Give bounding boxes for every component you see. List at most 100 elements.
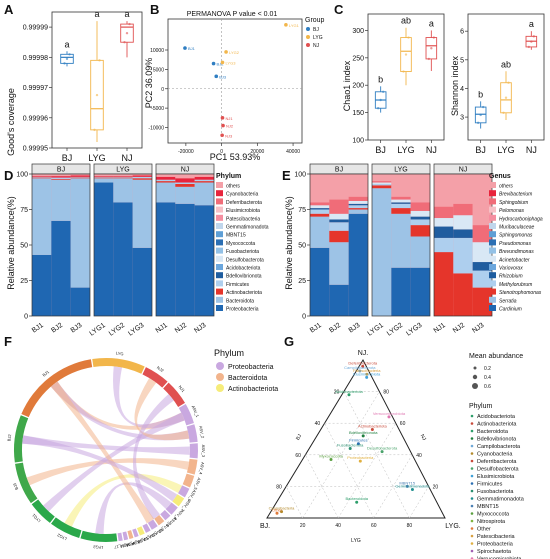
chord-sector-arc <box>80 530 118 542</box>
phylum-legend-swatch <box>470 497 474 500</box>
phylum-legend-label: Campilobacterota <box>477 444 521 450</box>
ternary-point <box>329 458 333 462</box>
facet-strip-label: NJ <box>181 167 190 174</box>
legend-label: Rhizobium <box>499 274 523 280</box>
ternary-point <box>348 446 352 450</box>
ytick-label: 250 <box>352 55 364 62</box>
ternary-gridline <box>337 423 397 519</box>
legend-label: Stenotrophomonas <box>499 290 542 296</box>
box-significance-letter: a <box>64 39 69 49</box>
box-jitter-point <box>430 47 433 50</box>
panel-c: C Chao1 index 100150200250300bBJabLYGaNJ… <box>334 2 545 155</box>
xtick-label: LYG1 <box>367 322 385 338</box>
panel-e-legend: others Brevibacterium Sphingobium Pelomonas… <box>489 182 543 313</box>
pcoa-point <box>220 116 225 120</box>
bar-segment <box>175 182 195 184</box>
legend-swatch <box>216 214 223 221</box>
ternary-point <box>358 459 362 463</box>
phylum-legend-swatch <box>470 489 474 493</box>
phylum-legend-swatch <box>470 429 474 433</box>
bar-segment <box>434 226 454 238</box>
legend-swatch <box>216 247 223 254</box>
legend-label: Bacteroidota <box>226 298 254 304</box>
legend-swatch <box>489 190 496 197</box>
ternary-point-label: Myxococcota <box>319 454 343 459</box>
panel-e-chart: 0 25 50 75 100 BJ BJ1 BJ2 BJ3 LYG LYG1 LYG2 LYG3 NJ NJ… <box>294 163 493 338</box>
legend-swatch <box>216 182 223 188</box>
bar-segment <box>70 176 90 178</box>
bar-segment <box>329 284 349 316</box>
ternary-point <box>387 415 391 419</box>
legend-label: Pelomonas <box>499 208 525 214</box>
legend-swatch <box>216 272 223 279</box>
legend-swatch <box>216 288 223 295</box>
panel-e-letter: E <box>282 168 291 183</box>
pcoa-point-label: NJ2 <box>226 124 234 129</box>
ytick-label: 4 <box>460 86 464 93</box>
box-jitter-point <box>402 70 405 73</box>
ytick-label: 0.99997 <box>23 85 48 92</box>
phylum-legend-swatch <box>470 549 474 553</box>
panel-b-ylabel: PC2 36.09% <box>144 58 154 109</box>
pcoa-point-label: BJ1 <box>188 46 196 51</box>
ternary-point <box>275 511 279 515</box>
panel-g: G 20 20 20 40 40 40 60 60 60 80 80 80 NJ. BJ. LYG. LYG B… <box>260 334 525 559</box>
bar-segment <box>453 174 473 204</box>
chord-sector-arc <box>163 382 186 407</box>
legend-label: Sphingomonas <box>499 233 533 239</box>
ternary-point <box>365 375 369 379</box>
legend-label: Hydrocarboniphaga <box>499 216 543 222</box>
xtick-label: LYG <box>497 145 514 155</box>
ytick-label: 5000 <box>153 67 164 73</box>
bar-segment <box>453 229 473 238</box>
panel-g-size-legend: 0.2 0.4 0.6 <box>472 366 491 390</box>
xtick-label: LYG1 <box>89 322 107 338</box>
ternary-point-label: Firmicutes <box>349 438 367 443</box>
legend-swatch <box>216 198 223 205</box>
chord-sector-label: ASV_14 <box>130 537 146 547</box>
phylum-legend-swatch <box>470 422 474 425</box>
bar-segment <box>94 177 114 179</box>
pcoa-point-label: LYG2 <box>229 50 240 55</box>
legend-label: MBNT15 <box>226 233 246 239</box>
legend-swatch <box>489 247 496 254</box>
ternary-tick-label: 40 <box>315 421 321 427</box>
legend-label: Pseudomonas <box>499 241 531 247</box>
bar-segment <box>32 176 52 178</box>
size-legend-swatch <box>473 366 477 370</box>
box-jitter-point <box>379 98 382 102</box>
pcoa-point-label: NJ1 <box>225 116 233 121</box>
chord-sector-arc <box>136 526 145 536</box>
chord-sector-label: NJ2 <box>156 365 165 374</box>
ternary-point <box>358 369 362 373</box>
panel-c-chao1-ylabel: Chao1 index <box>342 60 352 111</box>
ytick-label: 25 <box>20 278 28 285</box>
bar-segment <box>113 176 133 177</box>
chord-sector-arc <box>31 499 55 523</box>
ytick-label: 75 <box>298 207 306 214</box>
ytick-label: 0.99999 <box>23 25 48 32</box>
box-jitter-point <box>98 59 101 62</box>
bar-segment <box>94 176 114 177</box>
xtick-label: NJ <box>526 145 537 155</box>
chord-sector-arc <box>147 519 158 530</box>
bar-segment <box>329 230 349 243</box>
ternary-tick-label: 80 <box>383 390 389 396</box>
ytick-label: 25 <box>298 278 306 285</box>
panel-f-legend: Proteobacteria Bacteroidota Actinobacterio… <box>216 362 278 393</box>
chord-sector-arc <box>132 528 139 538</box>
box-significance-letter: ab <box>501 59 511 69</box>
legend-swatch <box>216 231 223 238</box>
ytick-label: -5000 <box>151 106 164 112</box>
bar-segment <box>194 174 214 177</box>
bar-segment <box>329 213 349 220</box>
bar-segment <box>70 287 90 316</box>
bar-segment <box>472 242 492 263</box>
bar-segment <box>472 270 492 288</box>
pcoa-point <box>183 46 187 50</box>
bar-segment <box>310 213 330 217</box>
box-jitter-point <box>128 22 131 26</box>
bar-segment <box>175 183 195 187</box>
box-jitter-point <box>532 35 536 38</box>
ternary-point-label: Acidobacteriota <box>335 389 363 394</box>
